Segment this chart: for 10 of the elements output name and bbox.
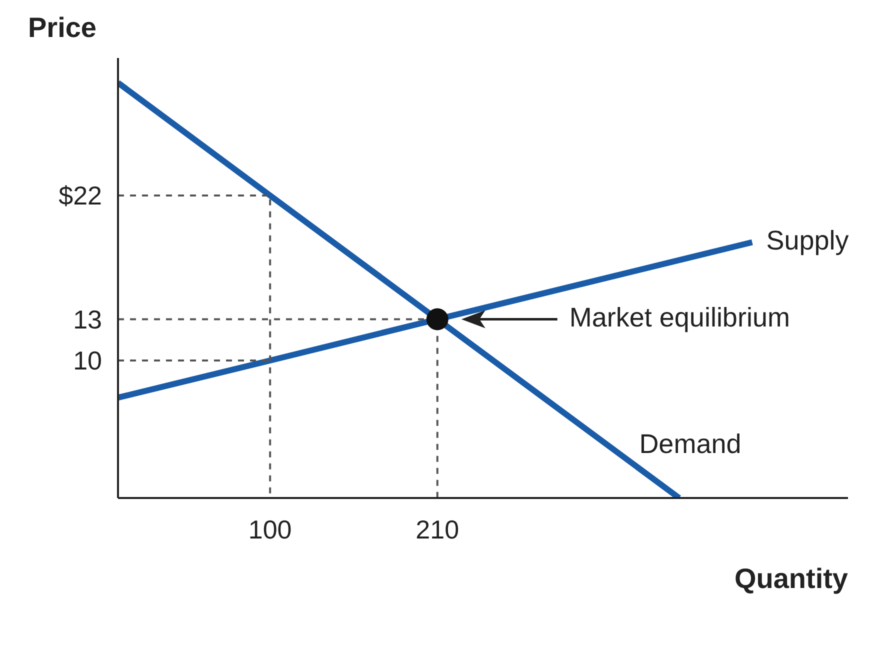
x-tick-label: 100 [248,514,292,544]
x-axis-title: Quantity [734,563,848,594]
series-label: Supply [766,225,850,256]
series-label: Demand [639,429,742,460]
y-tick-label: 10 [73,346,102,376]
y-tick-label: 13 [73,304,102,334]
annotation: Market equilibrium [569,302,790,332]
y-axis-title: Price [28,12,96,44]
y-tick-label: $22 [58,180,102,211]
x-tick-label: 210 [416,514,460,544]
